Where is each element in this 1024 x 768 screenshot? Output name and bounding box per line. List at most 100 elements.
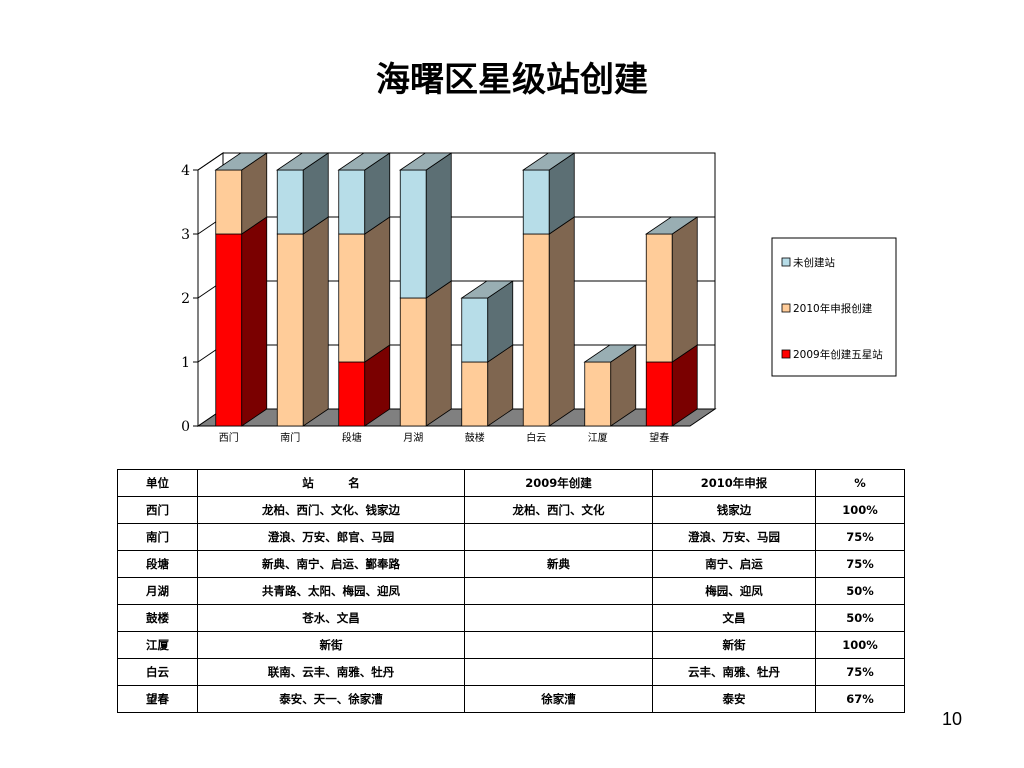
x-tick-label: 南门: [280, 431, 300, 444]
header-2010: 2010年申报: [652, 469, 816, 497]
header-2009: 2009年创建: [464, 469, 653, 497]
header-unit: 单位: [117, 469, 198, 497]
cell-2010: 云丰、南雅、牡丹: [652, 658, 816, 686]
cell-2010: 文昌: [652, 604, 816, 632]
table-row: 西门 龙柏、西门、文化、钱家边 龙柏、西门、文化 钱家边 100%: [117, 496, 905, 524]
page-title: 海曙区星级站创建: [376, 60, 648, 100]
table-row: 白云 联南、云丰、南雅、牡丹 云丰、南雅、牡丹 75%: [117, 658, 905, 686]
table-row: 南门 澄浪、万安、郎官、马园 澄浪、万安、马园 75%: [117, 523, 905, 551]
cell-2009: [464, 658, 653, 686]
bar-top: [583, 344, 638, 363]
bar-segment: [645, 233, 673, 363]
bar-segment-side: [425, 280, 452, 427]
cell-2009: [464, 577, 653, 605]
bar-segment: [645, 361, 673, 427]
cell-stations: 泰安、天一、徐家漕: [197, 685, 465, 713]
table-row: 江厦 新街 新街 100%: [117, 631, 905, 659]
legend-label: 2010年申报创建: [793, 302, 873, 315]
cell-percent: 75%: [815, 523, 905, 551]
stacked-bar-chart: 0 1 2 3 4 西门 南门 段塘 月湖 鼓楼 白云 江厦 望春 未创建站 2010年申报创建 2009年创…: [181, 152, 897, 444]
table-row: 月湖 共青路、太阳、梅园、迎凤 梅园、迎凤 50%: [117, 577, 905, 605]
bar-segment: [522, 233, 550, 427]
bar-segment-side: [241, 216, 268, 427]
legend-swatch: [781, 349, 791, 359]
legend-swatch: [781, 303, 791, 313]
bar-top: [398, 152, 453, 171]
cell-2009: [464, 523, 653, 551]
bar-top: [214, 152, 269, 171]
legend-label: 2009年创建五星站: [793, 348, 883, 361]
bar-segment-side: [671, 216, 698, 363]
bar-segment: [399, 169, 427, 299]
table-row: 鼓楼 苍水、文昌 文昌 50%: [117, 604, 905, 632]
bar-top: [337, 152, 392, 171]
bar-top: [521, 152, 576, 171]
cell-unit: 西门: [117, 496, 198, 524]
cell-unit: 望春: [117, 685, 198, 713]
cell-percent: 100%: [815, 496, 905, 524]
cell-2009: 龙柏、西门、文化: [464, 496, 653, 524]
x-tick-label: 江厦: [588, 432, 608, 444]
cell-stations: 龙柏、西门、文化、钱家边: [197, 496, 465, 524]
cell-unit: 段塘: [117, 550, 198, 578]
header-stations: 站 名: [197, 469, 465, 497]
chart-floor: [196, 408, 717, 427]
legend-label: 未创建站: [793, 256, 835, 269]
x-tick-label: 段塘: [342, 431, 362, 444]
bar-top: [644, 216, 699, 235]
gridline-side: [197, 152, 224, 171]
bar-top: [275, 152, 330, 171]
table-row: 段塘 新典、南宁、启运、鄞奉路 新典 南宁、启运 75%: [117, 550, 905, 578]
bar-segment: [461, 297, 489, 363]
y-tick-label: 1: [181, 355, 190, 371]
bar-segment: [215, 169, 243, 235]
header-percent: %: [815, 469, 905, 497]
legend-swatch: [781, 257, 791, 267]
y-tick-label: 0: [181, 419, 190, 435]
y-tick-label: 3: [181, 227, 190, 243]
station-table: 单位 站 名 2009年创建 2010年申报 % 西门 龙柏、西门、文化、钱家边龙…: [117, 469, 905, 713]
cell-percent: 50%: [815, 577, 905, 605]
bar-segment: [215, 233, 243, 427]
cell-stations: 新典、南宁、启运、鄞奉路: [197, 550, 465, 578]
cell-stations: 新街: [197, 631, 465, 659]
bar-segment: [276, 169, 304, 235]
bar-top: [460, 280, 515, 299]
table-header-row: 单位 站 名 2009年创建 2010年申报 %: [117, 469, 905, 497]
bar-segment: [338, 233, 366, 363]
cell-unit: 月湖: [117, 577, 198, 605]
cell-2010: 南宁、启运: [652, 550, 816, 578]
cell-unit: 白云: [117, 658, 198, 686]
cell-percent: 75%: [815, 658, 905, 686]
cell-stations: 澄浪、万安、郎官、马园: [197, 523, 465, 551]
cell-2010: 钱家边: [652, 496, 816, 524]
bar-segment-side: [548, 216, 575, 427]
cell-percent: 75%: [815, 550, 905, 578]
bar-segment: [399, 297, 427, 427]
bar-segment: [338, 361, 366, 427]
bar-segment-side: [364, 216, 391, 363]
cell-unit: 江厦: [117, 631, 198, 659]
cell-2009: 新典: [464, 550, 653, 578]
table-row: 望春 泰安、天一、徐家漕 徐家漕 泰安 67%: [117, 685, 905, 713]
x-tick-label: 月湖: [403, 432, 423, 444]
cell-percent: 67%: [815, 685, 905, 713]
cell-unit: 南门: [117, 523, 198, 551]
x-tick-label: 西门: [219, 431, 239, 444]
cell-2010: 澄浪、万安、马园: [652, 523, 816, 551]
bar-segment: [338, 169, 366, 235]
bar-segment-side: [425, 152, 452, 299]
bar-segment: [276, 233, 304, 427]
cell-2010: 泰安: [652, 685, 816, 713]
cell-percent: 100%: [815, 631, 905, 659]
legend-box: [771, 237, 897, 377]
cell-2010: 梅园、迎凤: [652, 577, 816, 605]
cell-stations: 共青路、太阳、梅园、迎凤: [197, 577, 465, 605]
cell-unit: 鼓楼: [117, 604, 198, 632]
bar-segment-side: [302, 216, 329, 427]
cell-2010: 新街: [652, 631, 816, 659]
cell-2009: [464, 631, 653, 659]
bar-segment: [584, 361, 612, 427]
bar-segment: [461, 361, 489, 427]
cell-2009: [464, 604, 653, 632]
